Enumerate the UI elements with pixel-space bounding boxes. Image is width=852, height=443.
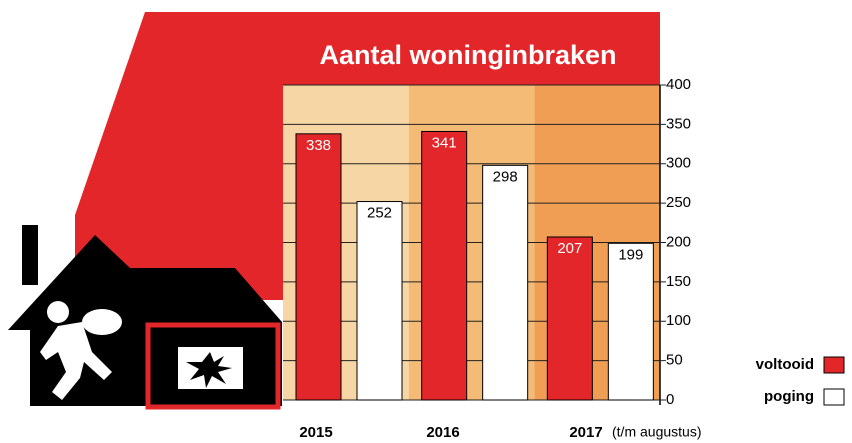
y-tick-label: 200 bbox=[666, 233, 691, 250]
bar bbox=[547, 237, 592, 400]
y-tick-label: 100 bbox=[666, 312, 691, 329]
legend-label: voltooid bbox=[756, 356, 814, 373]
legend-swatch bbox=[824, 389, 844, 405]
y-tick-label: 0 bbox=[666, 391, 674, 408]
value-label: 199 bbox=[618, 246, 643, 263]
chart: Aantal woninginbraken 0 50 100 150 200 250 300… bbox=[0, 0, 852, 443]
y-tick-label: 250 bbox=[666, 194, 691, 211]
y-tick-label: 300 bbox=[666, 155, 691, 172]
x-tick-label: 2015 bbox=[299, 424, 332, 441]
x-tick-label: 2017 bbox=[569, 424, 602, 441]
legend-swatch bbox=[824, 357, 844, 373]
value-label: 252 bbox=[367, 205, 392, 222]
bar bbox=[483, 165, 528, 400]
annotation: (t/m augustus) bbox=[612, 424, 701, 440]
value-label: 207 bbox=[557, 240, 582, 257]
value-label: 338 bbox=[306, 137, 331, 154]
chart-title: Aantal woninginbraken bbox=[319, 40, 616, 70]
x-tick-label: 2016 bbox=[426, 424, 459, 441]
bar bbox=[296, 134, 341, 400]
y-tick-label: 400 bbox=[666, 76, 691, 93]
y-tick-label: 350 bbox=[666, 115, 691, 132]
value-label: 341 bbox=[432, 134, 457, 151]
legend-label: poging bbox=[764, 388, 814, 405]
y-tick-label: 50 bbox=[666, 352, 683, 369]
bar bbox=[422, 131, 467, 400]
bar bbox=[608, 243, 653, 400]
y-tick-label: 150 bbox=[666, 273, 691, 290]
value-label: 298 bbox=[493, 168, 518, 185]
bar bbox=[357, 202, 402, 400]
